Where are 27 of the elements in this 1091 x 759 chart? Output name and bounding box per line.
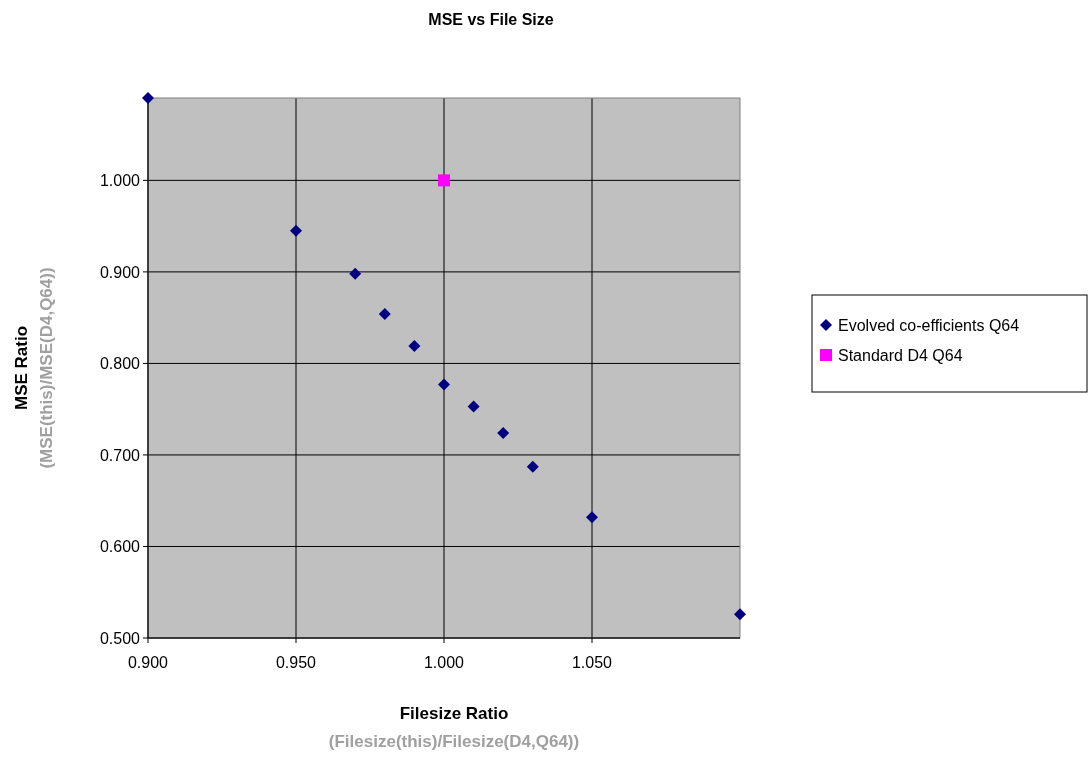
point xyxy=(290,224,302,237)
x-tick-label: 1.050 xyxy=(571,654,613,671)
x-tick-label: 0.950 xyxy=(275,654,317,671)
y-axis-title: MSE Ratio (MSE(this)/MSE(D4,Q64)) xyxy=(12,267,56,469)
point xyxy=(378,308,391,320)
y-tick-label: 1.000 xyxy=(99,172,141,190)
point xyxy=(408,340,421,353)
point xyxy=(142,92,154,104)
x-axis-title: Filesize Ratio (Filesize(this)/Filesize(D4,Q64)) xyxy=(328,704,580,751)
y-tick-label: 0.500 xyxy=(99,630,141,647)
x-tick-label: 0.900 xyxy=(127,654,169,671)
legend-label: Evolved co-efficients Q64 xyxy=(838,317,1020,334)
point xyxy=(586,511,598,524)
point xyxy=(734,608,746,621)
x-tick-label: 1.000 xyxy=(423,654,465,671)
point xyxy=(438,378,450,391)
point xyxy=(349,267,362,280)
y-tick-label: 0.600 xyxy=(99,538,141,556)
point xyxy=(526,460,539,473)
legend-label: Standard D4 Q64 xyxy=(838,347,963,364)
point xyxy=(438,174,450,187)
y-tick-label: 0.900 xyxy=(99,263,141,281)
point xyxy=(497,426,510,439)
y-tick-label: 0.700 xyxy=(99,446,141,464)
point xyxy=(467,400,480,413)
y-tick-label: 0.800 xyxy=(99,355,141,373)
chart-title: MSE vs File Size xyxy=(428,11,554,28)
